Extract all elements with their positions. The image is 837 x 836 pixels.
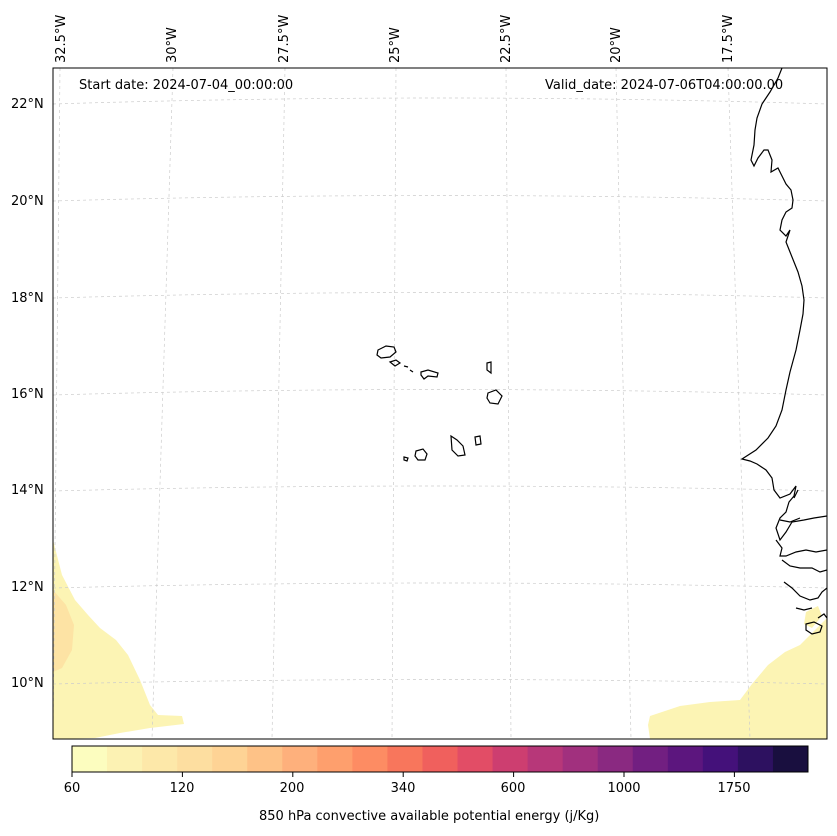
santo-antao-island [376,345,397,359]
longitude-label: 27.5°W [277,14,292,63]
parallel-gridlines [53,97,827,685]
colorbar-segment [247,746,283,772]
colorbar-tick-label: 1000 [607,781,641,796]
colorbar [72,746,809,772]
longitude-label: 30°W [165,27,180,63]
colorbar-segment [107,746,143,772]
longitude-label: 17.5°W [721,14,736,63]
fogo-island [414,448,428,461]
colorbar-tick-label: 200 [279,781,305,796]
sal-island [486,361,492,375]
longitude-label: 25°W [388,27,403,63]
colorbar-tick-label: 120 [169,781,195,796]
cape-shading-southwest [53,540,184,739]
colorbar-segment [597,746,634,772]
cape-verde-islands [376,345,503,462]
latitude-label: 10°N [11,676,44,691]
colorbar-ticks [71,772,735,777]
meridian-gridlines [53,68,751,739]
colorbar-segment [667,746,704,772]
cape-shading-southeast [648,606,827,739]
colorbar-segment [352,746,388,772]
longitude-label: 22.5°W [499,14,514,63]
colorbar-tick-label: 600 [500,781,526,796]
sao-nicolau-island [420,369,439,380]
colorbar-segment [212,746,248,772]
colorbar-segment [317,746,353,772]
colorbar-segment [72,746,108,772]
latitude-label: 12°N [11,580,44,595]
colorbar-segment [527,746,564,772]
colorbar-tick-label: 340 [390,781,416,796]
latitude-label: 18°N [11,291,44,306]
colorbar-segment [772,746,809,772]
colorbar-segment [282,746,318,772]
boa-vista-island [486,389,503,405]
colorbar-border [71,745,809,773]
colorbar-segment [562,746,599,772]
colorbar-segment [177,746,213,772]
colorbar-segment [457,746,494,772]
colorbar-segment [142,746,178,772]
colorbar-segment [737,746,774,772]
colorbar-segment [387,746,423,772]
africa-coastline [740,68,827,635]
colorbar-segment [632,746,669,772]
map-border [52,67,828,740]
map-area [53,68,827,739]
colorbar-tick-label: 1750 [717,781,751,796]
latitude-label: 20°N [11,194,44,209]
latitude-label: 22°N [11,97,44,112]
colorbar-tick-label: 60 [63,781,81,796]
sao-vicente-island [388,359,402,367]
latitude-label: 14°N [11,483,44,498]
longitude-label: 32.5°W [54,14,69,63]
santiago-island [450,434,466,457]
colorbar-segment [702,746,739,772]
colorbar-segment [492,746,529,772]
brava-island [403,456,409,462]
colorbar-segment [422,746,459,772]
longitude-label: 20°W [609,27,624,63]
maio-island [474,435,482,446]
start-date-label: Start date: 2024-07-04_00:00:00 [79,78,294,93]
valid-date-label: Valid_date: 2024-07-06T04:00:00.00 [545,78,784,93]
colorbar-label: 850 hPa convective available potential e… [259,809,600,824]
latitude-label: 16°N [11,387,44,402]
